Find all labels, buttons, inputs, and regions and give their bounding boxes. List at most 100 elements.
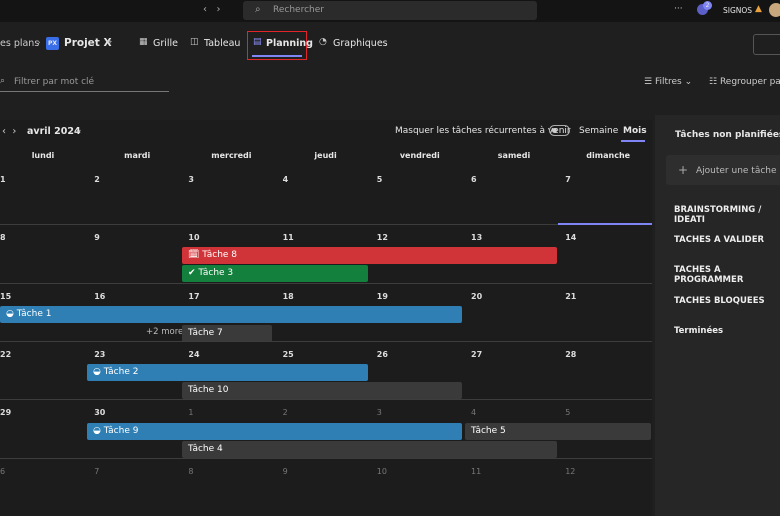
task-bar[interactable]: ✔ Tâche 3: [182, 265, 368, 282]
month-dropdown[interactable]: ⌄: [75, 125, 83, 135]
day-number: 22: [0, 350, 11, 359]
week-separator: [0, 399, 652, 400]
project-name[interactable]: Projet X: [64, 37, 112, 49]
day-number: 19: [377, 292, 388, 301]
day-number: 29: [0, 408, 11, 417]
task-bar[interactable]: Tâche 7: [182, 325, 272, 342]
task-name: Tâche 7: [188, 328, 223, 338]
view-underline: [621, 140, 645, 142]
bucket[interactable]: TACHES BLOQUEES: [674, 296, 765, 306]
filter-input[interactable]: Filtrer par mot clé: [14, 77, 94, 87]
bucket[interactable]: BRAINSTORMING / IDEATI: [674, 205, 780, 225]
more-link[interactable]: +2 more: [146, 327, 183, 337]
nav-arrows[interactable]: ‹ ›: [203, 4, 221, 15]
day-number: 8: [188, 467, 193, 476]
task-bar[interactable]: Tâche 4: [182, 441, 557, 458]
day-number: 4: [471, 408, 476, 417]
day-number: 15: [0, 292, 11, 301]
week-separator: [0, 341, 652, 342]
day-number: 20: [471, 292, 482, 301]
bucket[interactable]: Terminées: [674, 326, 723, 336]
today-marker: [558, 223, 652, 225]
day-number: 1: [0, 175, 6, 184]
pin-icon[interactable]: ⌖: [107, 38, 112, 48]
task-bar[interactable]: ◒ Tâche 9: [87, 423, 462, 440]
filter-icon: ⌕: [0, 76, 5, 86]
tab[interactable]: Graphiques: [333, 38, 388, 49]
day-number: 27: [471, 350, 482, 359]
day-number: 3: [188, 175, 194, 184]
add-task[interactable]: Ajouter une tâche: [696, 166, 777, 176]
task-bar[interactable]: ◒ Tâche 2: [87, 364, 368, 381]
chevron: ›: [37, 38, 41, 48]
day-number: 3: [377, 408, 382, 417]
day-number: 18: [283, 292, 294, 301]
toggle-label: Masquer les tâches récurrentes à venir: [395, 126, 571, 136]
day-number: 4: [283, 175, 289, 184]
day-number: 6: [0, 467, 5, 476]
search-placeholder[interactable]: Rechercher: [273, 5, 324, 15]
task-bar[interactable]: ◒ Tâche 1: [0, 306, 462, 323]
day-number: 2: [94, 175, 100, 184]
tab[interactable]: Tableau: [204, 38, 240, 49]
day-number: 9: [283, 467, 288, 476]
week-separator: [0, 458, 652, 459]
tab[interactable]: Grille: [153, 38, 178, 49]
day-number: 24: [188, 350, 199, 359]
task-name: Tâche 10: [188, 385, 228, 395]
user-name[interactable]: SIGNOS: [723, 6, 752, 15]
day-number: 11: [283, 233, 294, 242]
day-number: 13: [471, 233, 482, 242]
task-name: Tâche 8: [202, 250, 237, 260]
bucket[interactable]: TACHES A VALIDER: [674, 235, 764, 245]
month-nav[interactable]: ‹ ›: [2, 126, 16, 137]
task-name: Tâche 5: [471, 426, 506, 436]
task-name: Tâche 9: [104, 426, 139, 436]
more-button[interactable]: ···: [674, 4, 683, 14]
day-number: 25: [283, 350, 294, 359]
bucket[interactable]: TACHES A PROGRAMMER: [674, 265, 780, 285]
weekday: lundi: [0, 151, 90, 160]
view-week[interactable]: Semaine: [579, 126, 618, 136]
day-number: 1: [188, 408, 193, 417]
board-icon: ◫: [190, 37, 199, 47]
task-bar[interactable]: Tâche 5: [465, 423, 651, 440]
day-number: 16: [94, 292, 105, 301]
task-name: Tâche 4: [188, 444, 223, 454]
task-name: Tâche 3: [198, 268, 233, 278]
day-number: 12: [565, 467, 575, 476]
day-number: 21: [565, 292, 576, 301]
task-bar[interactable]: Tâche 10: [182, 382, 462, 399]
day-number: 28: [565, 350, 576, 359]
weekday: jeudi: [279, 151, 373, 160]
day-number: 7: [565, 175, 571, 184]
tab-underline: [252, 55, 302, 57]
project-icon: PX: [46, 37, 59, 50]
search-icon: ⌕: [255, 4, 261, 15]
day-number: 2: [283, 408, 288, 417]
day-number: 14: [565, 233, 576, 242]
group-label: Regrouper pa: [720, 77, 780, 87]
day-number: 7: [94, 467, 99, 476]
planning-icon: ▤: [253, 37, 262, 47]
breadcrumb-parent[interactable]: es plans: [0, 38, 39, 49]
tab-active[interactable]: Planning: [266, 38, 313, 49]
avatar[interactable]: [769, 3, 780, 17]
filters-button[interactable]: ☰ Filtres ⌄: [644, 77, 692, 87]
view-month[interactable]: Mois: [623, 126, 647, 136]
sidebar-title: Tâches non planifiées: [675, 130, 780, 140]
share-button[interactable]: [753, 34, 780, 55]
weekday: samedi: [467, 151, 561, 160]
add-icon: +: [678, 163, 688, 177]
task-name: Tâche 2: [104, 367, 139, 377]
weekday: dimanche: [561, 151, 655, 160]
group-button[interactable]: ☷ Regrouper pa: [709, 77, 780, 87]
month-label[interactable]: avril 2024: [27, 126, 81, 137]
day-number: 12: [377, 233, 388, 242]
filters-icon: ☰: [644, 77, 652, 87]
task-bar[interactable]: 🗓 Tâche 8: [182, 247, 557, 264]
toggle-knob: [552, 128, 557, 133]
week-separator: [0, 224, 652, 225]
grid-icon: ▦: [139, 37, 148, 47]
